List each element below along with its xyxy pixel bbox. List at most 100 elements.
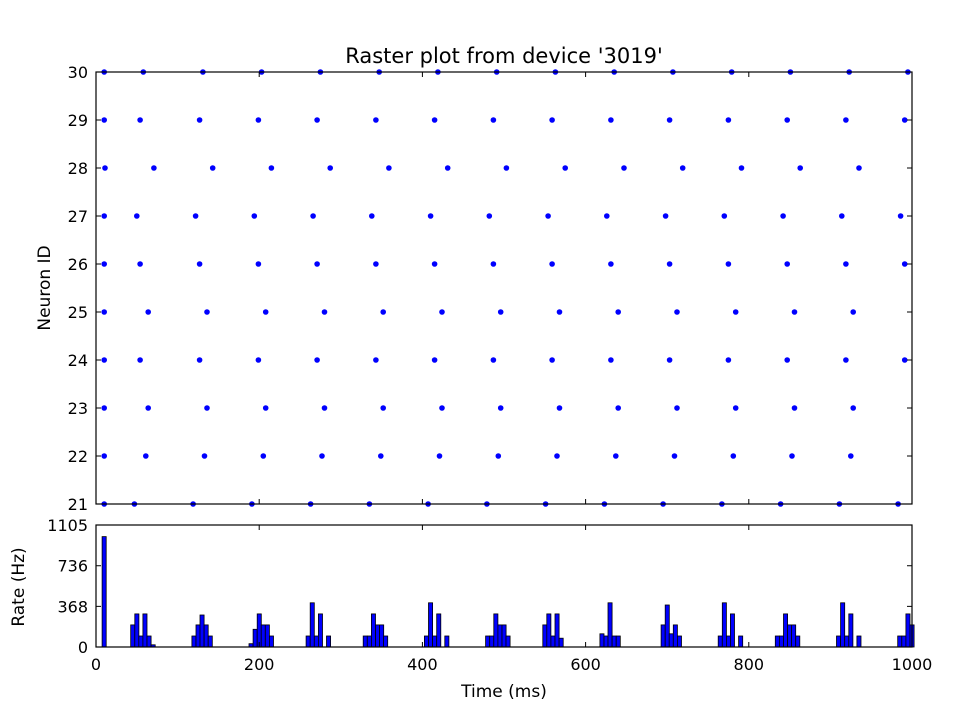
rate-bar-410	[428, 602, 433, 648]
spike-point-24-5	[373, 357, 379, 363]
spike-point-26-11	[725, 261, 732, 267]
spike-point-27-7	[486, 213, 493, 219]
rate-bar-495	[497, 624, 503, 648]
rate-y-tick-label-368: 368	[57, 597, 88, 616]
spike-point-29-8	[549, 117, 555, 123]
spike-point-29-1	[137, 117, 143, 123]
rate-bar-405	[423, 635, 429, 648]
rate-bar-415	[432, 635, 438, 648]
spike-point-27-3	[251, 213, 258, 219]
rate-bar-835	[774, 635, 780, 648]
spike-point-24-3	[255, 357, 262, 363]
rate-bar-910	[836, 635, 841, 648]
spike-point-23-7	[497, 405, 504, 411]
spike-point-28-4	[327, 165, 334, 171]
raster-points	[101, 69, 911, 507]
rate-x-axis-label: Time (ms)	[460, 682, 547, 702]
rate-bar-125	[195, 624, 201, 648]
spike-point-23-13	[850, 405, 856, 411]
spike-point-26-0	[101, 261, 107, 267]
rate-bar-50	[134, 613, 140, 648]
spike-point-29-7	[490, 117, 497, 123]
rate-bar-850	[787, 624, 793, 648]
spike-point-22-11	[730, 453, 737, 459]
rate-bar-995	[905, 613, 911, 648]
spike-point-27-4	[310, 213, 316, 219]
spike-point-28-2	[209, 165, 216, 171]
rate-bar-780	[730, 613, 735, 648]
rate-bar-845	[783, 613, 788, 648]
rate-bar-715	[677, 635, 682, 648]
rate-bar-840	[779, 635, 784, 648]
spike-point-23-3	[262, 405, 269, 411]
spike-point-24-9	[608, 357, 614, 363]
rate-bar-500	[501, 624, 507, 648]
spike-point-27-6	[427, 213, 434, 219]
spike-point-25-0	[101, 309, 107, 315]
rate-bar-335	[366, 635, 372, 648]
raster-y-tick-label-28: 28	[68, 159, 88, 178]
rate-y-ticks: 0 368 736 1105	[47, 516, 912, 657]
rate-bar-275	[317, 613, 323, 648]
spike-point-26-8	[549, 261, 555, 267]
spike-point-28-10	[679, 165, 686, 171]
spike-point-24-8	[549, 357, 555, 363]
spike-point-24-2	[196, 357, 203, 363]
rate-bar-350	[379, 624, 385, 648]
rate-bar-130	[199, 614, 205, 648]
rate-x-tick-label-0: 0	[91, 655, 101, 674]
spike-point-22-5	[378, 453, 384, 459]
rate-x-tick-label-1000: 1000	[892, 655, 933, 674]
rate-bar-205	[260, 624, 266, 648]
rate-bar-135	[203, 624, 209, 648]
rate-bar-60	[142, 613, 148, 648]
spike-point-25-7	[497, 309, 504, 315]
rate-bar-640	[615, 635, 621, 648]
rate-bar-790	[738, 635, 744, 648]
spike-point-22-7	[495, 453, 502, 459]
spike-point-24-11	[725, 357, 732, 363]
spike-point-26-2	[196, 261, 203, 267]
spike-point-26-4	[314, 261, 320, 267]
spike-point-23-4	[321, 405, 328, 411]
spike-point-28-6	[444, 165, 451, 171]
rate-bar-355	[383, 635, 389, 648]
spike-point-25-5	[380, 309, 387, 315]
rate-bar-620	[599, 633, 605, 648]
rate-bar-120	[191, 635, 197, 648]
rate-bar-480	[485, 635, 491, 648]
spike-point-27-5	[369, 213, 375, 219]
rate-y-axis-label: Rate (Hz)	[9, 547, 29, 626]
spike-point-22-4	[319, 453, 325, 459]
rate-bar-985	[897, 635, 903, 648]
spike-point-28-9	[621, 165, 627, 171]
spike-point-25-2	[204, 309, 210, 315]
rate-bar-855	[791, 624, 797, 648]
rate-bar-195	[252, 628, 258, 648]
spike-point-27-13	[839, 213, 845, 219]
spike-point-22-2	[201, 453, 208, 459]
rate-bar-770	[721, 602, 727, 648]
spike-point-23-8	[556, 405, 563, 411]
spike-point-28-12	[797, 165, 803, 171]
rate-bar-55	[138, 635, 144, 648]
rate-bar-705	[668, 633, 674, 648]
rate-bar-505	[505, 635, 511, 648]
raster-y-tick-label-29: 29	[68, 111, 88, 130]
rate-bar-920	[844, 635, 850, 648]
rate-x-tick-label-800: 800	[734, 655, 765, 674]
spike-point-23-12	[791, 405, 798, 411]
rate-bar-420	[436, 613, 442, 648]
rate-bar-490	[493, 613, 499, 648]
spike-point-26-10	[666, 261, 673, 267]
rate-x-tick-label-600: 600	[570, 655, 601, 674]
spike-point-28-5	[386, 165, 392, 171]
spike-point-25-9	[615, 309, 621, 315]
spike-point-23-6	[439, 405, 445, 411]
rate-bar-550	[542, 624, 548, 648]
spike-point-24-1	[137, 357, 143, 363]
rate-bar-990	[901, 635, 907, 648]
spike-point-29-3	[255, 117, 262, 123]
